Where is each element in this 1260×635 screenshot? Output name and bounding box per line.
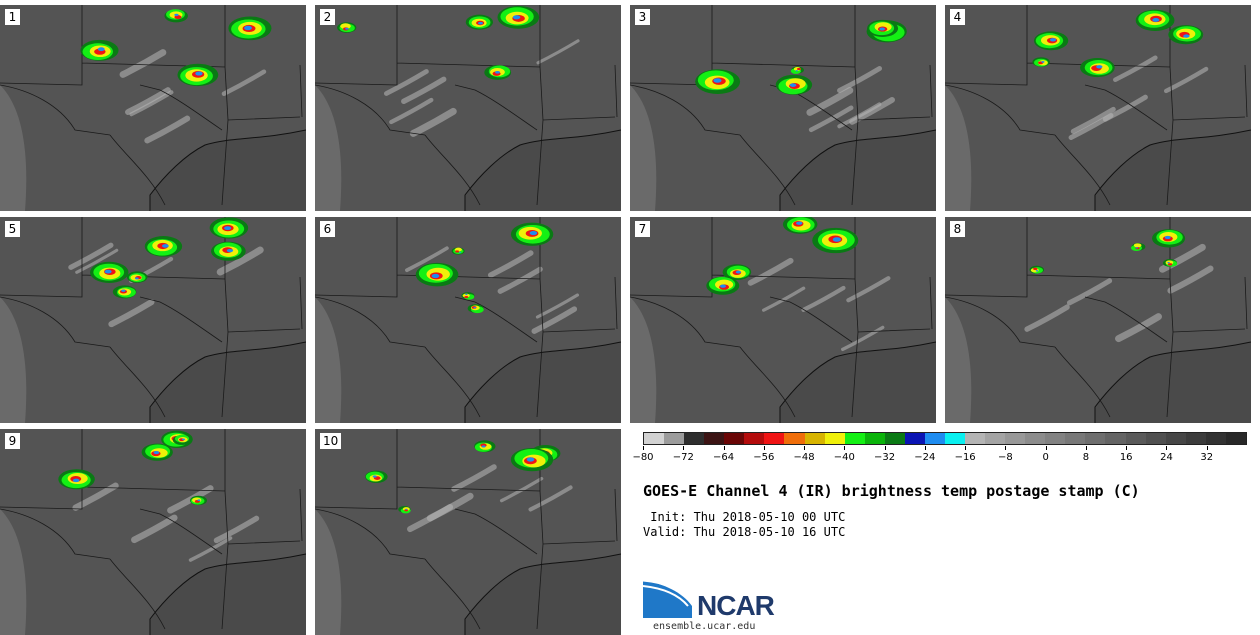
panel-number-label: 8 bbox=[950, 221, 965, 237]
colorbar-swatch bbox=[764, 433, 785, 444]
ir-satellite-map bbox=[630, 5, 936, 211]
colorbar-swatch bbox=[744, 433, 765, 444]
colorbar-tick-mark bbox=[683, 446, 685, 450]
figure-title: GOES-E Channel 4 (IR) brightness temp po… bbox=[643, 482, 1140, 500]
ir-satellite-map bbox=[315, 429, 621, 635]
ir-satellite-map bbox=[945, 5, 1251, 211]
colorbar-swatch bbox=[965, 433, 986, 444]
colorbar-tick-mark bbox=[1166, 446, 1168, 450]
colorbar-tick-label: −40 bbox=[833, 452, 855, 463]
colorbar-tick-mark bbox=[1045, 446, 1047, 450]
colorbar-tick-mark bbox=[804, 446, 806, 450]
colorbar-tick-label: −56 bbox=[753, 452, 775, 463]
colorbar-tick-label: 24 bbox=[1160, 452, 1173, 463]
ensemble-member-panel: 2 bbox=[315, 5, 621, 211]
ensemble-member-panel: 7 bbox=[630, 217, 936, 423]
colorbar-swatch bbox=[1045, 433, 1066, 444]
colorbar-tick-label: −48 bbox=[793, 452, 815, 463]
colorbar-swatch bbox=[904, 433, 925, 444]
colorbar-tick-mark bbox=[965, 446, 967, 450]
colorbar-swatch bbox=[1065, 433, 1086, 444]
ensemble-member-panel: 6 bbox=[315, 217, 621, 423]
ensemble-member-panel: 4 bbox=[945, 5, 1251, 211]
colorbar-tick-label: 16 bbox=[1119, 452, 1133, 463]
colorbar-swatch bbox=[644, 433, 665, 444]
colorbar-swatch bbox=[804, 433, 825, 444]
panel-number-label: 9 bbox=[5, 433, 20, 449]
ir-satellite-map bbox=[630, 217, 936, 423]
ensemble-member-panel: 10 bbox=[315, 429, 621, 635]
colorbar-swatch bbox=[844, 433, 865, 444]
panel-number-label: 7 bbox=[635, 221, 650, 237]
colorbar-swatch bbox=[1225, 433, 1246, 444]
ir-satellite-map bbox=[0, 429, 306, 635]
colorbar-swatch bbox=[1165, 433, 1186, 444]
ensemble-member-panel: 5 bbox=[0, 217, 306, 423]
colorbar-swatch bbox=[1025, 433, 1046, 444]
colorbar-swatch bbox=[1105, 433, 1126, 444]
colorbar-tick-mark bbox=[1126, 446, 1128, 450]
colorbar-tick-label: 32 bbox=[1200, 452, 1214, 463]
colorbar-swatch bbox=[784, 433, 805, 444]
colorbar-tick-label: 8 bbox=[1082, 452, 1090, 463]
ir-satellite-map bbox=[315, 5, 621, 211]
colorbar-swatch bbox=[724, 433, 745, 444]
colorbar-swatch bbox=[944, 433, 965, 444]
panel-number-label: 1 bbox=[5, 9, 20, 25]
site-url: ensemble.ucar.edu bbox=[653, 621, 756, 632]
panel-number-label: 5 bbox=[5, 221, 20, 237]
panel-number-label: 6 bbox=[320, 221, 335, 237]
colorbar-swatch bbox=[985, 433, 1006, 444]
colorbar-tick-label: −8 bbox=[998, 452, 1013, 463]
colorbar-swatch bbox=[1005, 433, 1026, 444]
ensemble-member-panel: 9 bbox=[0, 429, 306, 635]
colorbar-swatch bbox=[824, 433, 845, 444]
ncar-logo-text: NCAR bbox=[697, 590, 775, 621]
init-time: Init: Thu 2018-05-10 00 UTC bbox=[643, 510, 846, 524]
colorbar-tick-label: −72 bbox=[672, 452, 694, 463]
colorbar-tick-label: 0 bbox=[1042, 452, 1049, 463]
colorbar-swatch bbox=[684, 433, 705, 444]
colorbar-tick-label: −24 bbox=[914, 452, 936, 463]
colorbar-swatch bbox=[704, 433, 725, 444]
colorbar-swatch bbox=[1085, 433, 1106, 444]
colorbar-swatch bbox=[1145, 433, 1166, 444]
panel-number-label: 10 bbox=[320, 433, 342, 449]
colorbar-tick-mark bbox=[884, 446, 886, 450]
colorbar-swatch bbox=[884, 433, 905, 444]
panel-number-label: 3 bbox=[635, 9, 650, 25]
colorbar-tick-mark bbox=[643, 446, 644, 450]
colorbar-tick-mark bbox=[844, 446, 846, 450]
colorbar-ticks: −80 −72 −64 −56 −48 −40 −32 −24 −16 −8 0 8 16 24 32 bbox=[632, 446, 1247, 466]
ensemble-member-panel: 8 bbox=[945, 217, 1251, 423]
ensemble-member-panel: 3 bbox=[630, 5, 936, 211]
colorbar-swatch bbox=[924, 433, 945, 444]
colorbar-tick-mark bbox=[1206, 446, 1208, 450]
panel-number-label: 4 bbox=[950, 9, 965, 25]
ir-satellite-map bbox=[315, 217, 621, 423]
colorbar-tick-mark bbox=[1005, 446, 1007, 450]
colorbar-tick-mark bbox=[723, 446, 725, 450]
ensemble-member-panel: 1 bbox=[0, 5, 306, 211]
colorbar-tick-label: −80 bbox=[632, 452, 654, 463]
colorbar bbox=[643, 432, 1247, 445]
colorbar-swatch bbox=[1125, 433, 1146, 444]
colorbar-swatch bbox=[664, 433, 685, 444]
colorbar-swatch bbox=[1185, 433, 1206, 444]
panel-number-label: 2 bbox=[320, 9, 335, 25]
colorbar-tick-mark bbox=[763, 446, 765, 450]
colorbar-swatch bbox=[864, 433, 885, 444]
ncar-logo-icon bbox=[642, 578, 696, 618]
colorbar-tick-label: −32 bbox=[874, 452, 896, 463]
colorbar-tick-label: −16 bbox=[954, 452, 976, 463]
ir-satellite-map bbox=[945, 217, 1251, 423]
valid-time: Valid: Thu 2018-05-10 16 UTC bbox=[643, 525, 846, 539]
colorbar-swatch bbox=[1205, 433, 1226, 444]
colorbar-tick-mark bbox=[924, 446, 926, 450]
ir-satellite-map bbox=[0, 5, 306, 211]
colorbar-tick-mark bbox=[1085, 446, 1087, 450]
ir-satellite-map bbox=[0, 217, 306, 423]
colorbar-tick-label: −64 bbox=[712, 452, 735, 463]
